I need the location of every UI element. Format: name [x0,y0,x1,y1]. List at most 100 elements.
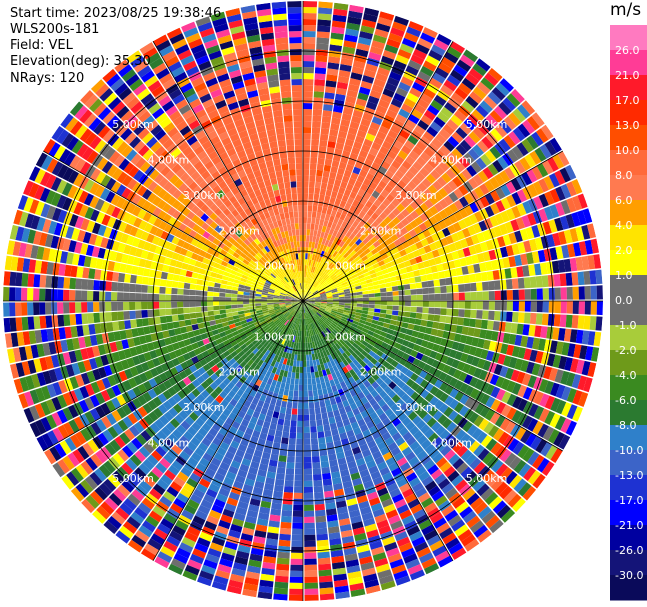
velocity-gate [370,203,378,212]
velocity-gate [385,262,393,269]
velocity-gate [305,312,308,319]
velocity-gate [354,135,365,144]
velocity-gate [264,383,271,391]
velocity-gate [371,248,379,255]
velocity-gate [467,113,481,127]
velocity-gate [296,360,300,367]
velocity-gate [410,382,420,391]
velocity-gate [261,426,269,435]
velocity-gate [452,413,464,425]
velocity-gate [307,318,311,325]
velocity-gate [511,278,519,289]
velocity-gate [424,428,435,439]
velocity-gate [87,313,95,324]
velocity-gate [438,209,449,220]
velocity-gate [519,157,531,171]
velocity-gate [278,388,285,395]
velocity-gate [317,19,331,27]
velocity-gate [322,350,328,357]
velocity-gate [417,360,426,370]
velocity-gate [328,526,340,534]
velocity-gate [327,341,333,348]
velocity-gate [349,287,356,291]
velocity-gate [353,245,361,253]
velocity-gate [305,306,309,312]
velocity-gate [387,441,398,452]
velocity-gate [477,358,486,369]
velocity-gate [346,279,354,284]
velocity-gate [360,265,367,271]
velocity-gate [548,173,560,188]
velocity-gate [352,407,361,416]
velocity-gate [522,324,530,336]
velocity-gate [309,285,314,292]
velocity-gate [336,356,343,364]
velocity-gate [415,395,425,405]
velocity-gate [310,286,315,292]
velocity-gate [428,366,437,376]
velocity-gate [303,151,311,158]
velocity-gate [292,335,296,343]
velocity-gate [258,585,273,594]
velocity-gate [385,237,394,245]
velocity-gate [471,356,480,367]
velocity-gate [288,328,293,335]
velocity-gate [544,191,555,206]
velocity-gate [304,306,307,313]
velocity-gate [378,203,387,212]
velocity-gate [309,278,313,285]
velocity-gate [434,301,441,308]
velocity-gate [350,72,363,81]
velocity-gate [303,211,308,218]
velocity-gate [494,301,501,311]
velocity-gate [313,254,318,261]
velocity-gate [370,357,378,365]
velocity-gate [500,378,511,391]
velocity-gate [306,283,310,290]
velocity-gate [473,524,488,538]
velocity-gate [430,169,441,180]
velocity-gate [306,265,309,272]
velocity-gate [366,208,375,217]
velocity-gate [356,174,365,184]
velocity-gate [377,17,393,27]
velocity-gate [306,324,310,331]
velocity-gate [445,487,458,500]
velocity-gate [424,529,438,541]
velocity-gate [354,349,361,356]
velocity-gate [308,247,312,254]
velocity-gate [292,402,298,409]
velocity-gate [279,533,291,541]
velocity-gate [303,384,308,391]
velocity-gate [320,271,326,278]
velocity-gate [345,223,352,231]
velocity-gate [255,475,266,483]
velocity-gate [288,594,303,601]
velocity-gate [309,163,317,170]
velocity-gate [381,327,389,333]
velocity-gate [479,241,489,252]
velocity-gate [412,358,421,367]
velocity-gate [342,418,351,427]
velocity-gate [558,328,566,341]
velocity-gate [455,501,470,514]
velocity-gate [409,425,420,436]
velocity-gate [382,49,397,60]
velocity-gate [427,280,435,288]
velocity-gate [437,111,450,124]
velocity-gate [521,373,532,386]
velocity-gate [348,416,357,424]
velocity-gate [304,588,319,595]
velocity-gate [393,252,402,259]
velocity-gate [384,408,394,418]
velocity-gate [535,313,543,325]
velocity-gate [370,336,378,343]
velocity-gate [368,289,375,294]
velocity-gate [391,225,400,234]
velocity-gate [424,266,432,275]
velocity-gate [343,486,355,495]
velocity-gate [453,211,463,222]
velocity-gate [348,328,355,334]
velocity-gate [260,573,275,582]
velocity-gate [303,199,308,206]
